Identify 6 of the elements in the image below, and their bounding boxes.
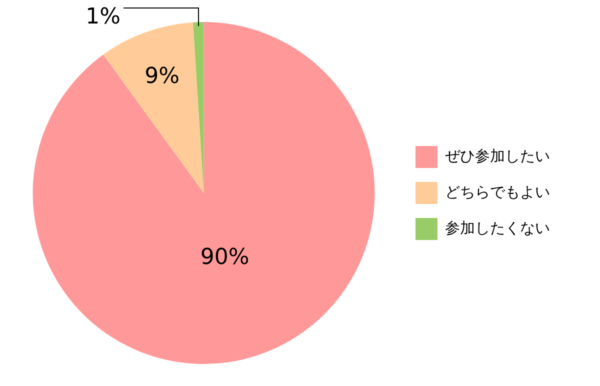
data-label: 1%: [86, 4, 121, 30]
legend-label: 参加したくない: [445, 218, 550, 237]
legend-label: ぜひ参加したい: [445, 146, 550, 165]
data-label: 90%: [200, 244, 250, 270]
legend-label: どちらでもよい: [445, 182, 550, 201]
data-label: 9%: [144, 64, 180, 89]
